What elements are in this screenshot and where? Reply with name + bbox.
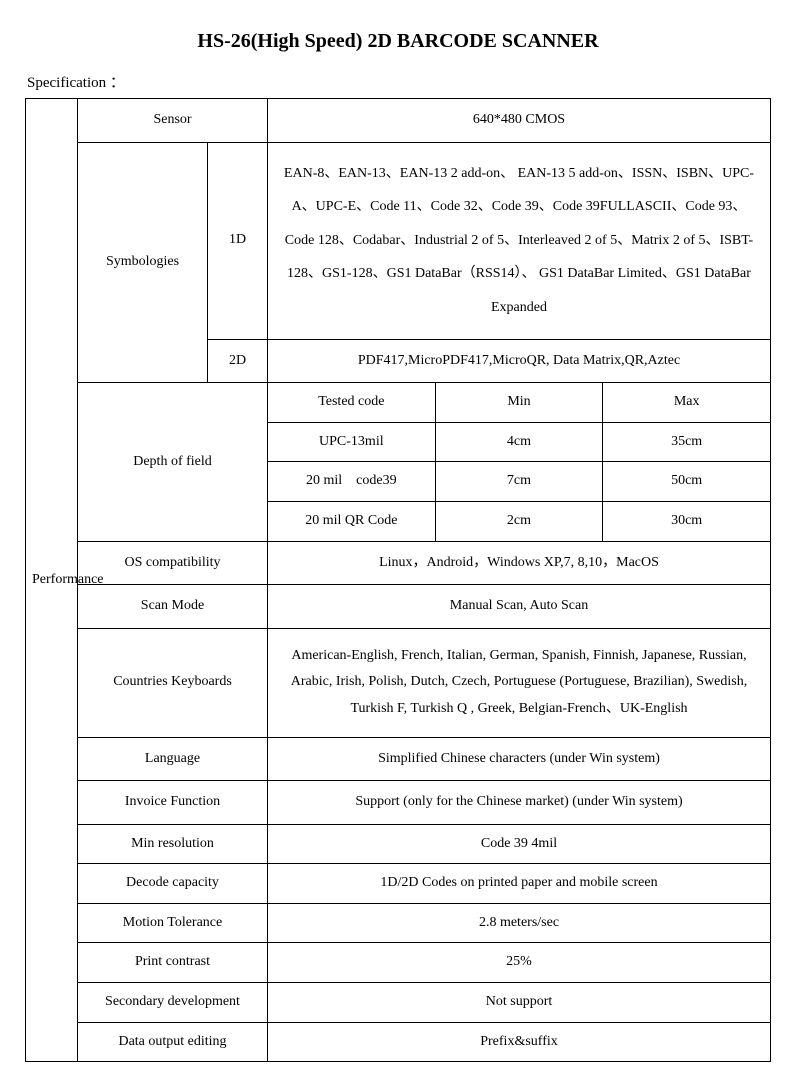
value-1d: EAN-8、EAN-13、EAN-13 2 add-on、 EAN-13 5 a… — [268, 142, 771, 339]
table-row: Decode capacity 1D/2D Codes on printed p… — [26, 864, 771, 904]
table-row: Data output editing Prefix&suffix — [26, 1022, 771, 1062]
label-2d: 2D — [208, 339, 268, 383]
table-row: Invoice Function Support (only for the C… — [26, 781, 771, 825]
dof-header-max: Max — [603, 383, 771, 423]
label-kb: Countries Keyboards — [78, 628, 268, 737]
label-dataout: Data output editing — [78, 1022, 268, 1062]
table-row: Depth of field Tested code Min Max — [26, 383, 771, 423]
label-dec: Decode capacity — [78, 864, 268, 904]
label-minres: Min resolution — [78, 824, 268, 864]
table-row: Language Simplified Chinese characters (… — [26, 737, 771, 781]
specification-label: Specification ： — [25, 71, 771, 92]
value-inv: Support (only for the Chinese market) (u… — [268, 781, 771, 825]
value-motion: 2.8 meters/sec — [268, 903, 771, 943]
table-row: OS compatibility Linux，Android，Windows X… — [26, 541, 771, 585]
label-1d: 1D — [208, 142, 268, 339]
value-dec: 1D/2D Codes on printed paper and mobile … — [268, 864, 771, 904]
page-title: HS-26(High Speed) 2D BARCODE SCANNER — [25, 30, 771, 53]
label-print: Print contrast — [78, 943, 268, 983]
dof-r2-max: 50cm — [603, 462, 771, 502]
value-sensor: 640*480 CMOS — [268, 99, 771, 143]
dof-r1-max: 35cm — [603, 422, 771, 462]
value-2d: PDF417,MicroPDF417,MicroQR, Data Matrix,… — [268, 339, 771, 383]
dof-r1-code: UPC-13mil — [268, 422, 436, 462]
dof-r2-code: 20 mil code39 — [268, 462, 436, 502]
table-row: Symbologies 1D EAN-8、EAN-13、EAN-13 2 add… — [26, 142, 771, 339]
label-secdev: Secondary development — [78, 983, 268, 1023]
label-sensor: Sensor — [78, 99, 268, 143]
table-row: Secondary development Not support — [26, 983, 771, 1023]
table-row: Performance Sensor 640*480 CMOS — [26, 99, 771, 143]
section-performance: Performance — [26, 99, 78, 1062]
table-row: Countries Keyboards American-English, Fr… — [26, 628, 771, 737]
table-row: Motion Tolerance 2.8 meters/sec — [26, 903, 771, 943]
dof-r2-min: 7cm — [435, 462, 603, 502]
value-dataout: Prefix&suffix — [268, 1022, 771, 1062]
table-row: Scan Mode Manual Scan, Auto Scan — [26, 585, 771, 629]
table-row: Min resolution Code 39 4mil — [26, 824, 771, 864]
label-scan: Scan Mode — [78, 585, 268, 629]
value-kb: American-English, French, Italian, Germa… — [268, 628, 771, 737]
value-os: Linux，Android，Windows XP,7, 8,10，MacOS — [268, 541, 771, 585]
label-inv: Invoice Function — [78, 781, 268, 825]
dof-r3-min: 2cm — [435, 501, 603, 541]
value-scan: Manual Scan, Auto Scan — [268, 585, 771, 629]
dof-header-tested: Tested code — [268, 383, 436, 423]
label-symbologies: Symbologies — [78, 142, 208, 383]
dof-r3-code: 20 mil QR Code — [268, 501, 436, 541]
label-os: OS compatibility — [78, 541, 268, 585]
dof-r3-max: 30cm — [603, 501, 771, 541]
dof-r1-min: 4cm — [435, 422, 603, 462]
spec-table: Performance Sensor 640*480 CMOS Symbolog… — [25, 98, 771, 1062]
dof-header-min: Min — [435, 383, 603, 423]
value-print: 25% — [268, 943, 771, 983]
label-motion: Motion Tolerance — [78, 903, 268, 943]
value-minres: Code 39 4mil — [268, 824, 771, 864]
table-row: Print contrast 25% — [26, 943, 771, 983]
value-lang: Simplified Chinese characters (under Win… — [268, 737, 771, 781]
label-dof: Depth of field — [78, 383, 268, 541]
label-lang: Language — [78, 737, 268, 781]
value-secdev: Not support — [268, 983, 771, 1023]
